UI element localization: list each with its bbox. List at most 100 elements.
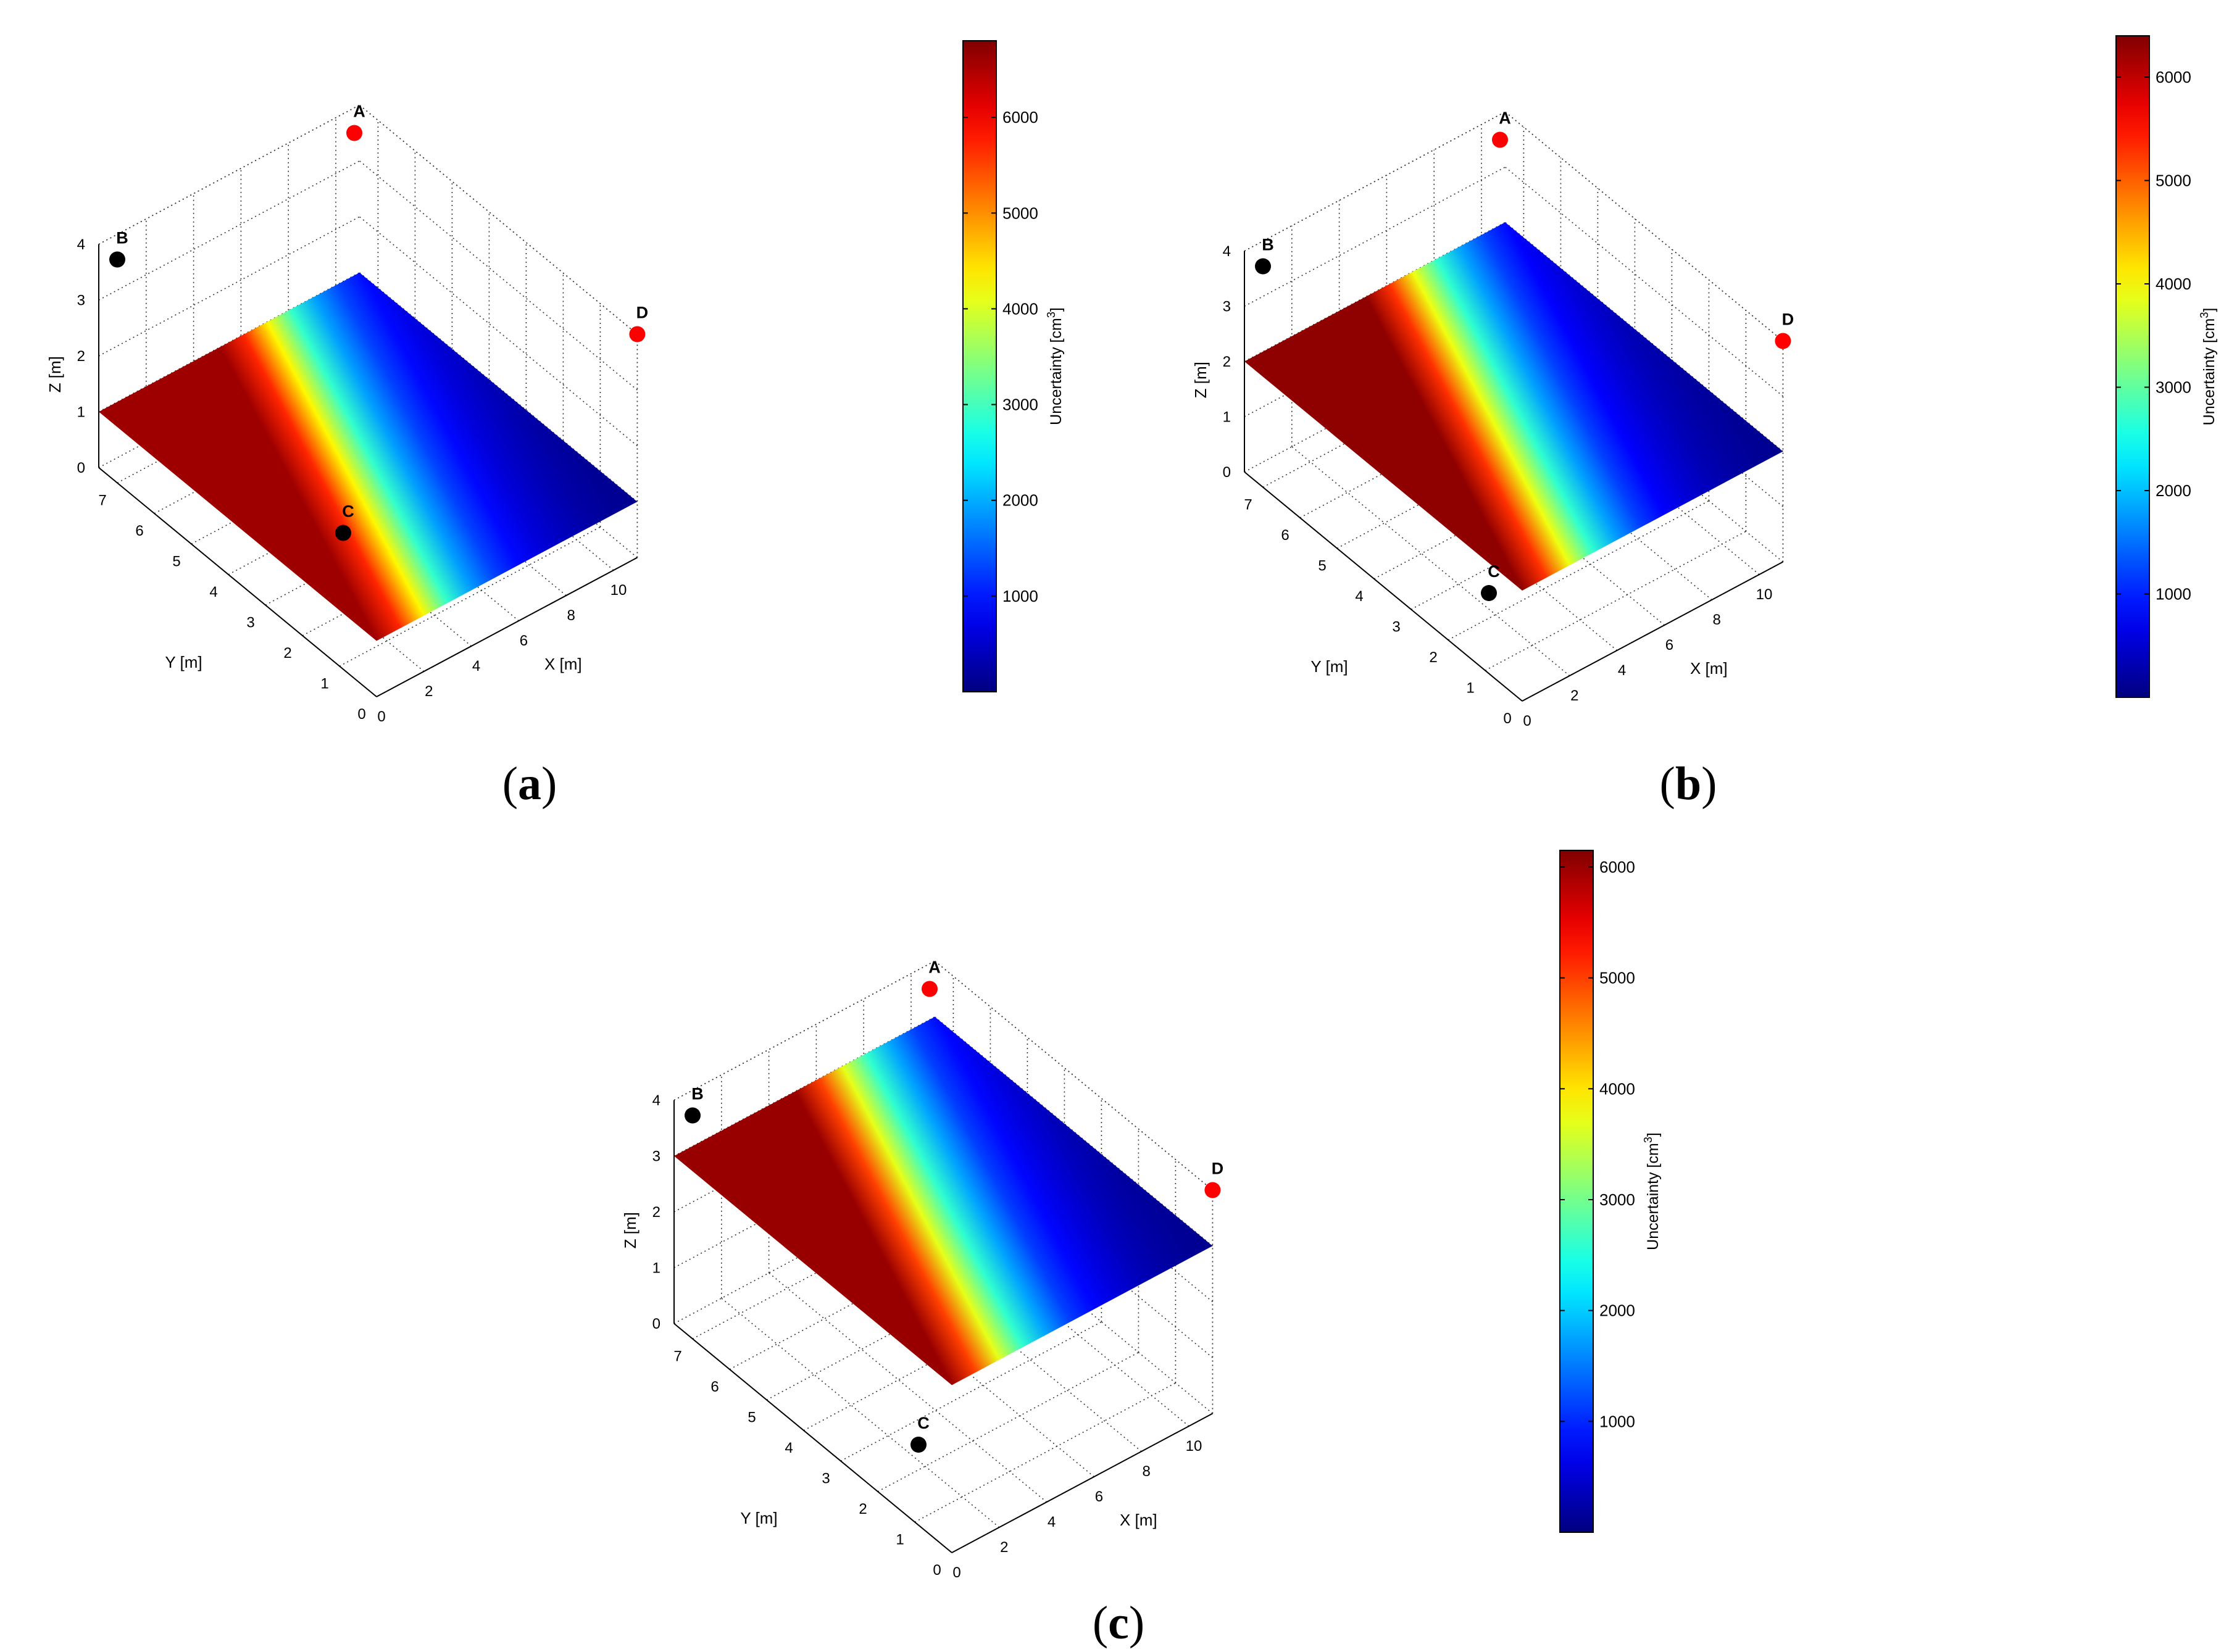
x-tick-label: 6 (1095, 1488, 1103, 1505)
z-tick-label: 1 (77, 404, 85, 420)
y-tick-label: 4 (785, 1440, 793, 1456)
z-tick-label: 4 (77, 236, 85, 253)
uncertainty-surface (674, 1016, 1213, 1385)
point-d-marker (629, 326, 646, 342)
colorbar-gradient (1559, 850, 1594, 1533)
y-axis-label: Y [m] (1310, 657, 1348, 676)
point-a-marker (346, 125, 362, 141)
point-d-label: D (1212, 1160, 1224, 1178)
axis-lines (673, 1100, 1213, 1553)
z-tick-label: 0 (652, 1316, 660, 1332)
y-tick-label: 6 (135, 523, 143, 539)
z-axis-label: Z [m] (1191, 362, 1210, 398)
x-tick-label: 10 (1756, 586, 1773, 603)
point-a-label: A (928, 958, 941, 977)
colorbar-tick-label: 1000 (1002, 587, 1038, 605)
y-tick-label: 5 (172, 554, 180, 570)
x-axis-label: X [m] (1120, 1511, 1157, 1529)
z-tick-label: 3 (77, 292, 85, 309)
y-tick-label: 2 (283, 645, 291, 662)
x-tick-label: 0 (952, 1564, 960, 1581)
colorbar-tick-label: 6000 (1002, 108, 1038, 127)
colorbar: 1000 2000 3000 4000 5000 6000 Uncertainty [cm3… (962, 40, 1065, 692)
x-tick-label: 8 (567, 607, 575, 624)
point-b-marker (685, 1107, 701, 1124)
z-axis-label: Z [m] (621, 1212, 640, 1248)
y-tick-label: 5 (1318, 558, 1326, 575)
axis-lines (98, 244, 638, 697)
point-d-marker (1204, 1182, 1221, 1198)
point-b-label: B (116, 229, 128, 247)
x-tick-label: 0 (377, 708, 385, 725)
point-b-marker (109, 251, 125, 268)
point-c-marker (335, 525, 351, 541)
z-tick-label: 4 (1223, 243, 1231, 260)
z-tick-label: 2 (652, 1204, 660, 1221)
y-tick-label: 2 (859, 1501, 867, 1517)
z-tick-label: 3 (1223, 298, 1231, 315)
x-tick-label: 4 (1048, 1514, 1056, 1530)
panel-caption: (b) (1660, 758, 1717, 810)
z-axis-label: Z [m] (46, 356, 64, 392)
point-c-label: C (917, 1414, 930, 1432)
y-tick-label: 2 (1429, 649, 1437, 666)
y-tick-label: 0 (1503, 710, 1511, 727)
z-tick-label: 1 (1223, 409, 1231, 425)
y-tick-label: 0 (933, 1562, 941, 1579)
point-c-label: C (342, 502, 354, 521)
z-tick-label: 4 (652, 1092, 660, 1109)
y-axis-label: Y [m] (740, 1509, 777, 1527)
colorbar-tick-label: 2000 (1002, 491, 1038, 510)
point-a-label: A (1499, 109, 1511, 128)
x-tick-label: 8 (1713, 612, 1721, 628)
z-tick-label: 1 (652, 1260, 660, 1276)
x-tick-label: 10 (1186, 1438, 1202, 1455)
y-tick-label: 0 (357, 706, 365, 723)
y-axis-label: Y [m] (165, 653, 202, 671)
x-axis-label: X [m] (1690, 659, 1728, 678)
colorbar-tick-label: 2000 (1599, 1301, 1635, 1320)
point-a-label: A (353, 102, 365, 121)
z-tick-label: 0 (77, 460, 85, 476)
x-tick-label: 2 (425, 683, 433, 700)
panel-caption: (a) (502, 758, 557, 810)
colorbar-label: Uncertainty [cm3] (2198, 308, 2218, 426)
x-tick-label: 2 (1570, 687, 1578, 704)
z-tick-label: 3 (652, 1148, 660, 1164)
point-c-label: C (1488, 562, 1500, 581)
uncertainty-surface (99, 272, 638, 641)
colorbar-tick-label: 3000 (1599, 1190, 1635, 1209)
point-b-marker (1255, 258, 1271, 275)
colorbar-label: Uncertainty [cm3] (1642, 1132, 1662, 1250)
y-tick-label: 6 (1281, 527, 1289, 544)
colorbar-tick-label: 3000 (2156, 378, 2191, 397)
y-tick-label: 3 (246, 615, 254, 631)
x-tick-label: 10 (610, 582, 627, 599)
colorbar-tick-label: 2000 (2156, 481, 2191, 500)
point-c-marker (1481, 585, 1497, 601)
point-d-marker (1775, 333, 1791, 349)
y-tick-label: 7 (673, 1348, 681, 1365)
y-tick-label: 3 (822, 1471, 830, 1487)
y-tick-label: 3 (1392, 619, 1400, 636)
colorbar-tick-label: 6000 (1599, 858, 1635, 876)
x-tick-label: 6 (1665, 637, 1673, 654)
point-c-marker (910, 1437, 927, 1453)
y-tick-label: 1 (1466, 680, 1474, 697)
y-tick-label: 7 (1244, 497, 1252, 513)
y-tick-label: 5 (748, 1409, 756, 1426)
x-tick-label: 0 (1523, 713, 1531, 729)
colorbar-tick-label: 6000 (2156, 68, 2191, 86)
x-tick-label: 8 (1143, 1463, 1151, 1480)
point-b-label: B (691, 1085, 704, 1103)
x-tick-label: 2 (1000, 1539, 1008, 1556)
colorbar-gradient (962, 40, 997, 692)
colorbar-tick-label: 4000 (1002, 299, 1038, 318)
